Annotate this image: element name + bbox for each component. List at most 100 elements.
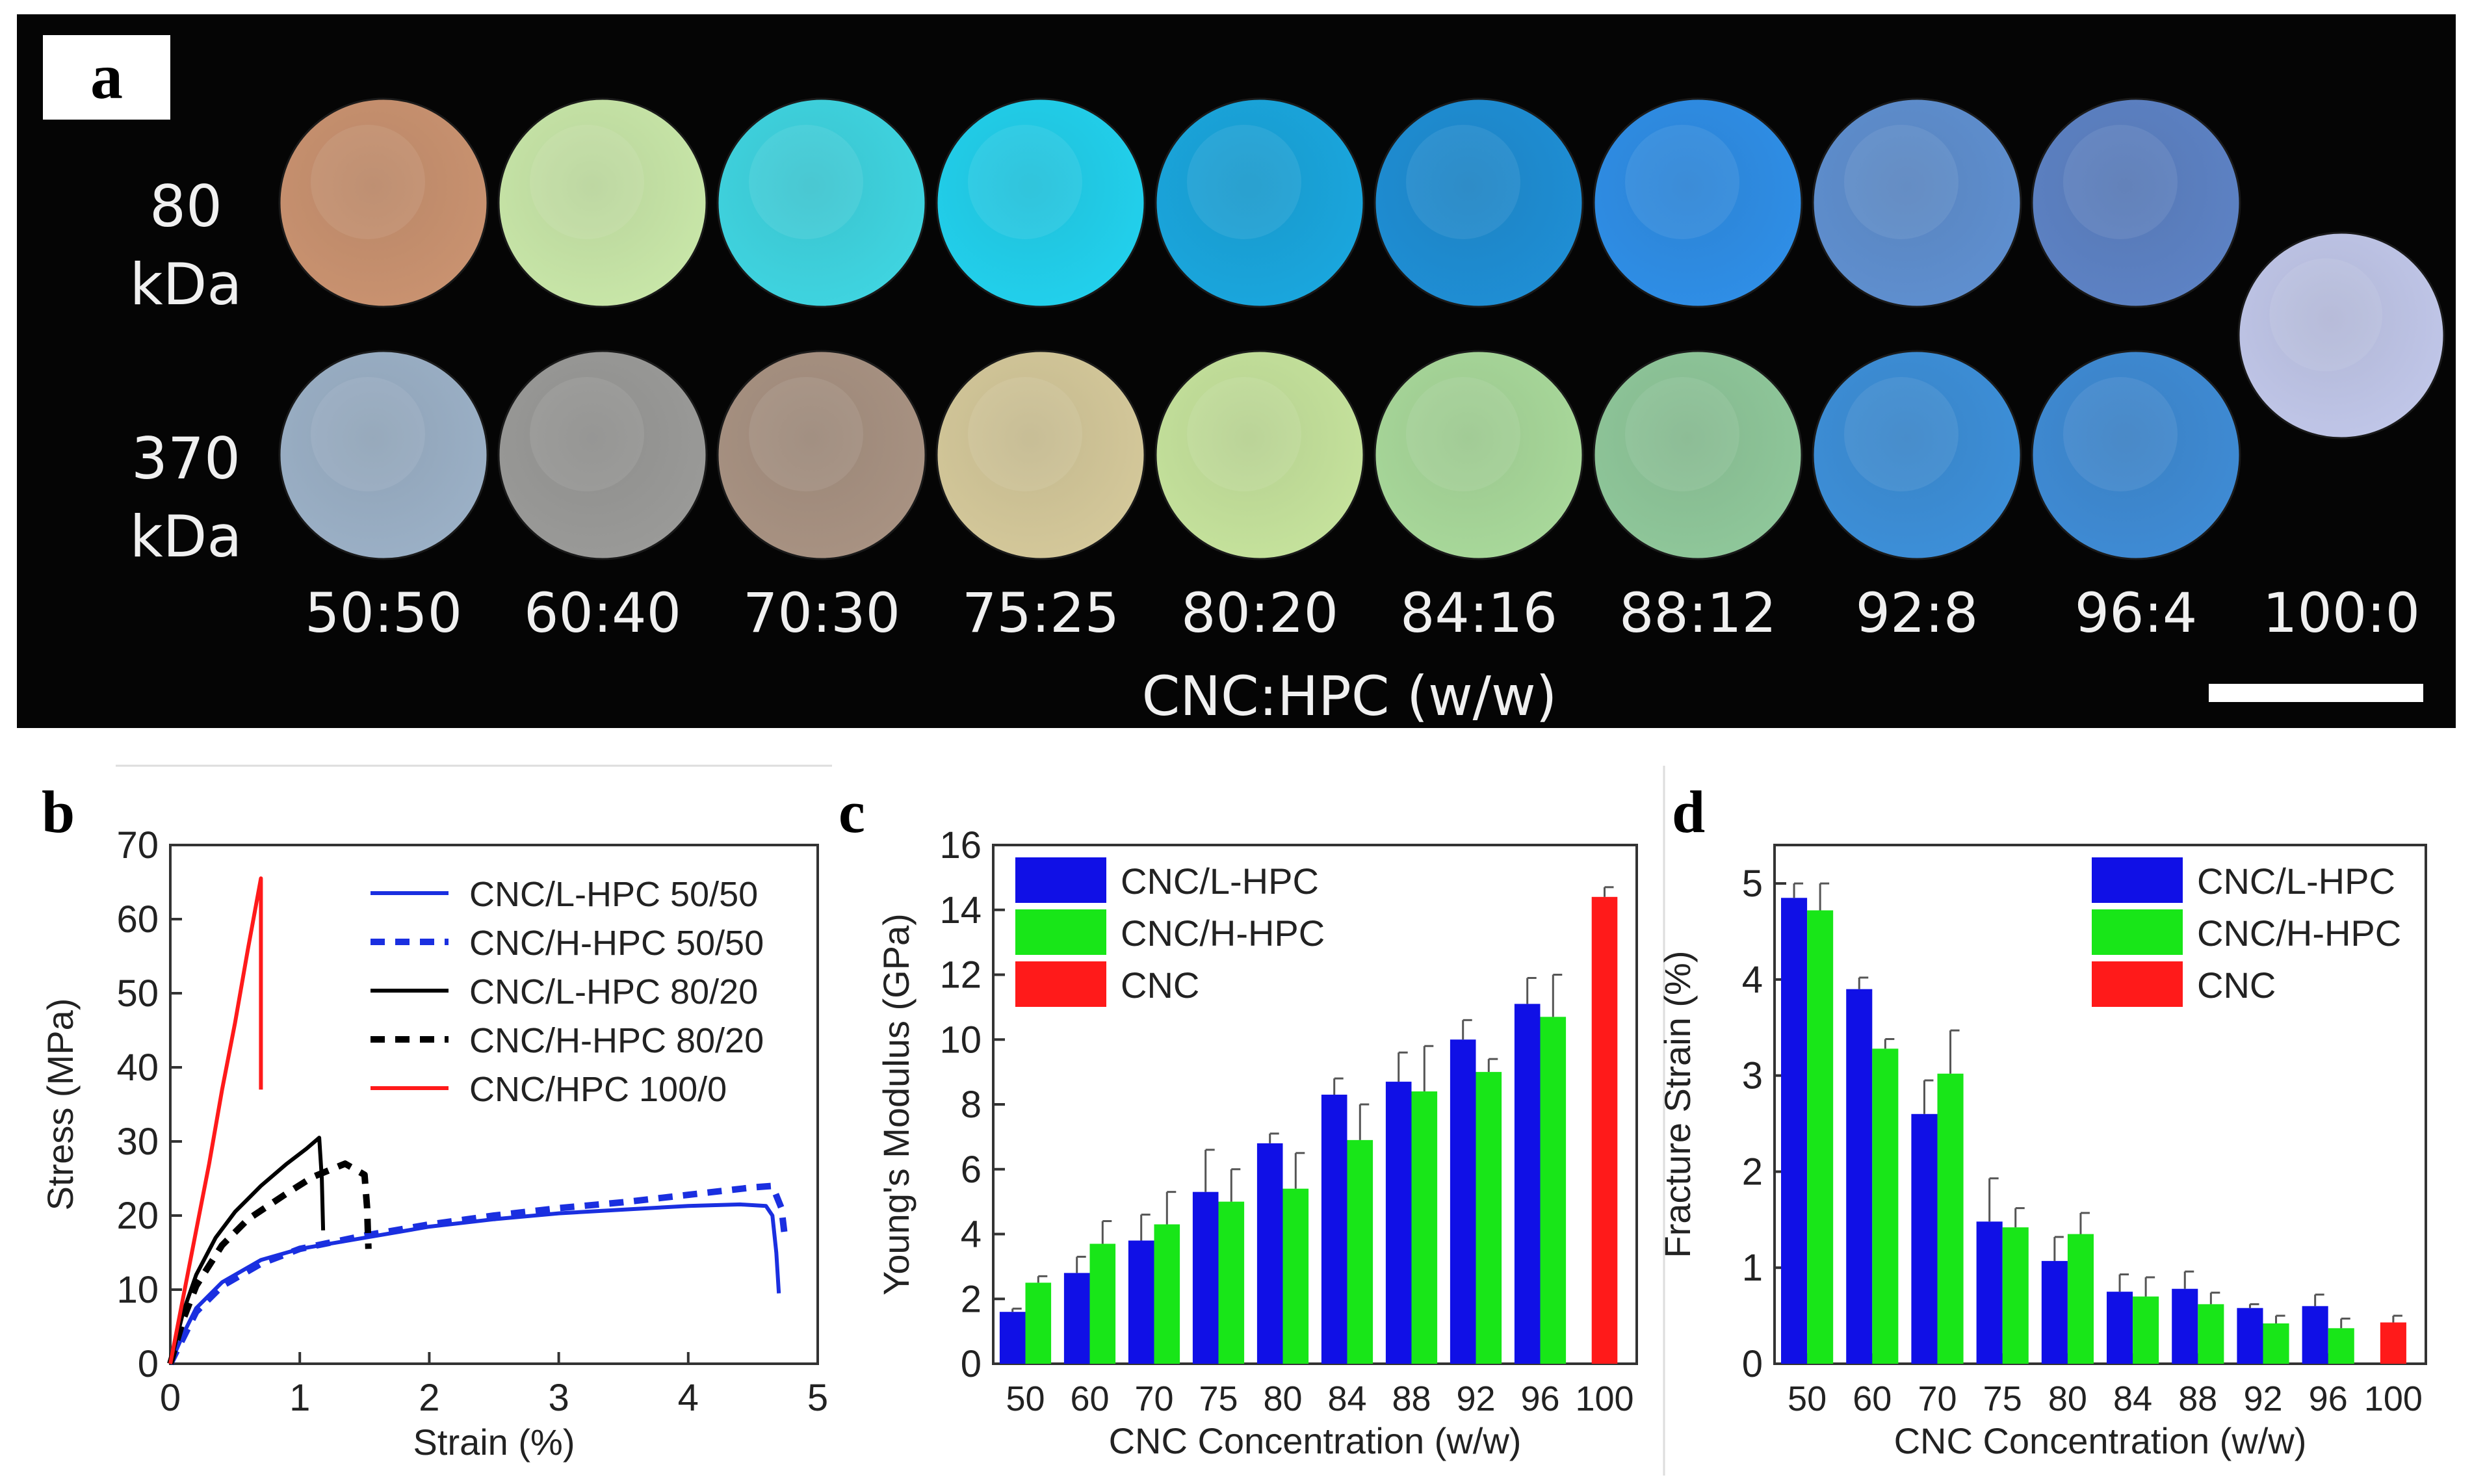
legend-swatch: [1015, 961, 1106, 1007]
legend-swatch: [1015, 909, 1106, 955]
disc-highlight: [1187, 377, 1301, 491]
x-tick-label: 88: [2178, 1379, 2217, 1418]
x-tick-label: 84: [1327, 1379, 1366, 1418]
series-line: [167, 1182, 789, 1366]
bar: [1282, 1188, 1309, 1364]
disc-highlight: [1406, 125, 1520, 239]
y-tick-label: 20: [116, 1195, 159, 1237]
bar: [2067, 1234, 2094, 1364]
y-tick-label: 3: [1742, 1055, 1763, 1097]
bar: [2107, 1292, 2133, 1364]
row-label-unit: kDa: [129, 251, 242, 318]
x-tick-label: 2: [419, 1377, 439, 1419]
x-tick-label: 75: [1199, 1379, 1238, 1418]
ratio-label: 88:12: [1619, 581, 1777, 645]
bar: [1807, 910, 1834, 1364]
bar: [1450, 1039, 1476, 1364]
bar: [1872, 1048, 1899, 1364]
film-disc-80kda: [497, 98, 708, 308]
bar: [1911, 1113, 1938, 1364]
ratio-label: 70:30: [742, 581, 901, 645]
disc-highlight: [968, 377, 1082, 491]
x-tick-label: 70: [1918, 1379, 1957, 1418]
disc-highlight: [530, 125, 644, 239]
disc-highlight: [1844, 377, 1958, 491]
x-axis-label: Strain (%): [413, 1422, 575, 1463]
disc-highlight: [749, 125, 863, 239]
film-disc-370kda: [1373, 350, 1584, 560]
film-disc-80kda: [1373, 98, 1584, 308]
y-tick-label: 12: [939, 954, 982, 996]
x-tick-label: 0: [160, 1377, 181, 1419]
legend-swatch: [2092, 909, 2183, 955]
legend-swatch: [2092, 857, 2183, 903]
x-tick-label: 88: [1392, 1379, 1431, 1418]
bar: [2237, 1308, 2263, 1364]
film-disc-80kda: [1593, 98, 1803, 308]
legend-label: CNC/HPC 100/0: [469, 1070, 727, 1109]
legend-swatch: [1015, 857, 1106, 903]
bar: [1218, 1201, 1245, 1364]
film-disc-80kda: [935, 98, 1146, 308]
row-label-unit: kDa: [129, 503, 242, 570]
x-tick-label: 70: [1134, 1379, 1173, 1418]
panel-b-label: b: [42, 779, 75, 845]
legend-label: CNC/L-HPC: [2197, 861, 2395, 902]
ratio-label: 80:20: [1180, 581, 1339, 645]
bar: [2198, 1304, 2224, 1364]
bar: [1476, 1072, 1502, 1364]
axis-title-cnc-hpc: CNC:HPC (w/w): [1141, 664, 1557, 728]
bar: [1591, 896, 1618, 1364]
bar: [1089, 1243, 1116, 1364]
disc-highlight: [2063, 377, 2178, 491]
ratio-label: 92:8: [1855, 581, 1979, 645]
x-tick-label: 5: [807, 1377, 828, 1419]
row-label-370kda: 370 kDa: [121, 420, 251, 576]
x-tick-label: 96: [1520, 1379, 1559, 1418]
film-disc-370kda: [1593, 350, 1803, 560]
x-tick-label: 60: [1070, 1379, 1109, 1418]
y-tick-label: 70: [116, 824, 159, 866]
bar: [1514, 1004, 1541, 1364]
film-disc-100-0: [2237, 231, 2445, 439]
film-disc-80kda: [716, 98, 927, 308]
ratio-label: 100:0: [2262, 581, 2421, 645]
legend-label: CNC/H-HPC 50/50: [469, 924, 764, 963]
bar: [1540, 1017, 1567, 1364]
x-axis-label: CNC Concentration (w/w): [1894, 1420, 2307, 1461]
y-tick-label: 2: [1742, 1151, 1763, 1193]
legend: CNC/L-HPC 50/50 CNC/H-HPC 50/50 CNC/L-HPC …: [371, 875, 764, 1109]
y-axis-label: Young's Modulus (GPa): [876, 913, 917, 1295]
film-disc-370kda: [716, 350, 927, 560]
bar: [999, 1312, 1026, 1364]
x-tick-label: 75: [1983, 1379, 2022, 1418]
legend-swatch: [2092, 961, 2183, 1007]
y-axis-label: Fracture Strain (%): [1657, 951, 1698, 1258]
x-tick-label: 92: [2243, 1379, 2282, 1418]
bar: [1256, 1143, 1283, 1364]
bar: [1154, 1224, 1180, 1364]
disc-highlight: [311, 125, 425, 239]
disc-highlight: [1187, 125, 1301, 239]
x-tick-label: 100: [2364, 1379, 2423, 1418]
bar: [1976, 1221, 2003, 1364]
x-tick-label: 92: [1456, 1379, 1495, 1418]
film-discs: [278, 98, 2445, 560]
x-tick-label: 50: [1788, 1379, 1827, 1418]
film-disc-80kda: [278, 98, 489, 308]
y-tick-label: 10: [116, 1269, 159, 1311]
row-label-value: 80: [150, 173, 222, 240]
x-tick-label: 3: [548, 1377, 569, 1419]
disc-highlight: [2269, 258, 2383, 372]
film-disc-370kda: [2031, 350, 2241, 560]
y-tick-label: 10: [939, 1019, 982, 1061]
y-tick-label: 0: [138, 1343, 159, 1385]
legend-label: CNC/L-HPC 50/50: [469, 875, 758, 914]
bar: [1321, 1095, 1347, 1364]
y-tick-label: 16: [939, 824, 982, 866]
legend-label: CNC/H-HPC 80/20: [469, 1021, 764, 1060]
plot-d: 0 1 2 3 4 5 Fracture Strain (%) CNC Concentrati…: [1657, 844, 2427, 1461]
bar: [1192, 1191, 1219, 1364]
disc-highlight: [968, 125, 1082, 239]
